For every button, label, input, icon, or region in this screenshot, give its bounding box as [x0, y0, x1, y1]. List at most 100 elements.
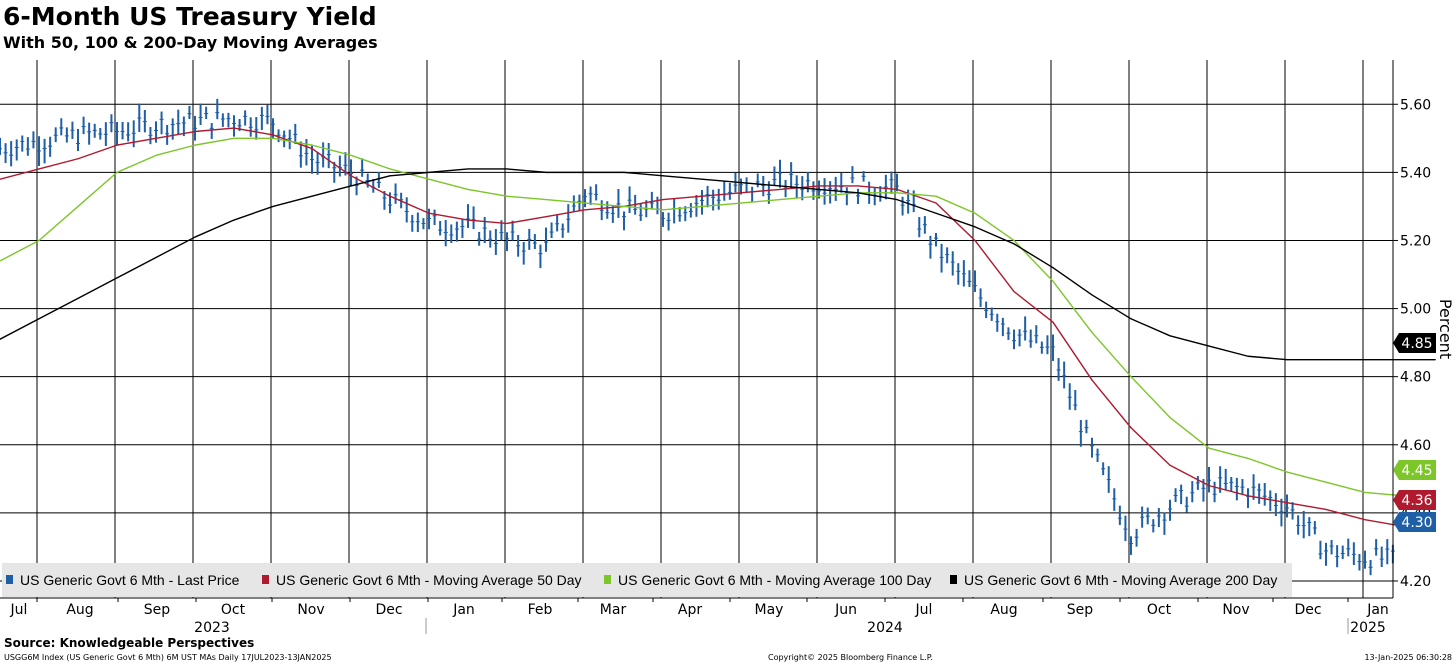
ma50-point: [974, 239, 976, 242]
last-value-tag-label: 4.36: [1401, 493, 1432, 509]
ma200-point: [1247, 355, 1249, 357]
ma50-point: [467, 219, 469, 221]
ma50-point: [584, 209, 586, 211]
ma200-point: [857, 192, 859, 194]
gridlines: [0, 60, 1393, 598]
ma100-point: [506, 195, 508, 197]
ma200-point: [272, 205, 274, 208]
ma100-point: [1169, 416, 1171, 419]
x-tick-label: Feb: [528, 602, 553, 618]
ma50-point: [779, 188, 781, 190]
ma200-point: [389, 175, 391, 177]
ma200-point: [155, 256, 157, 259]
ma50-point: [428, 212, 430, 214]
y-tick-label: 4.60: [1400, 438, 1431, 454]
ma200-point: [0, 338, 1, 340]
ma200-point: [1208, 345, 1210, 347]
ma100-point: [1247, 457, 1249, 459]
x-tick-label: Aug: [990, 602, 1017, 618]
ma200-point: [194, 236, 196, 238]
ma100-point: [0, 260, 1, 262]
last-value-tag: [1393, 333, 1436, 353]
ma100-point: [1052, 280, 1054, 282]
ma50-point: [857, 185, 859, 187]
x-tick-label: Nov: [297, 602, 324, 618]
ma100-point: [116, 171, 118, 173]
ma200-point: [38, 318, 40, 320]
y-axis-title: Percent: [1436, 299, 1455, 359]
ma100-point: [1091, 331, 1093, 334]
legend-entry: US Generic Govt 6 Mth - Moving Average 2…: [964, 572, 1277, 588]
ma100-point: [350, 154, 352, 156]
legend-entry: US Generic Govt 6 Mth - Moving Average 1…: [618, 572, 931, 588]
ma50-point: [506, 222, 508, 225]
x-tick-label: Oct: [1147, 602, 1172, 618]
year-label: 2023: [194, 620, 230, 636]
ma100-point: [194, 144, 196, 146]
x-tick-label: Sep: [144, 602, 171, 618]
ma50-point: [701, 195, 703, 197]
legend-entry: US Generic Govt 6 Mth - Moving Average 5…: [276, 572, 582, 588]
ma100-point: [701, 205, 703, 208]
ma100-point: [818, 195, 820, 197]
ma50-line: [0, 127, 1436, 528]
y-tick-label: 5.60: [1400, 97, 1431, 113]
ma100-point: [1364, 491, 1366, 494]
ma50-point: [1091, 379, 1093, 381]
x-tick-label: Jul: [10, 602, 28, 618]
ma200-point: [1364, 359, 1366, 361]
ma50-point: [1130, 427, 1132, 429]
x-tick-label: Jun: [834, 602, 857, 618]
chart-subtitle: With 50, 100 & 200-Day Moving Averages: [3, 33, 378, 52]
ma200-point: [623, 171, 625, 173]
legend-swatch: [604, 575, 611, 584]
x-tick-label: Dec: [375, 602, 402, 618]
ma50-point: [155, 137, 157, 139]
y-tick-label: 4.80: [1400, 370, 1431, 386]
x-tick-label: Dec: [1294, 602, 1321, 618]
ma100-point: [779, 199, 781, 201]
ma50-point: [194, 130, 196, 133]
ma200-point: [350, 185, 352, 187]
ma200-point: [311, 195, 313, 197]
ma50-point: [233, 127, 235, 129]
ma100-point: [662, 209, 664, 211]
ma50-point: [272, 134, 274, 136]
ma50-point: [1286, 502, 1288, 504]
ma50-point: [0, 178, 1, 180]
ma100-point: [467, 188, 469, 190]
ma200-point: [779, 185, 781, 187]
source-note: Source: Knowledgeable Perspectives: [4, 636, 255, 650]
x-tick-label: Nov: [1222, 602, 1249, 618]
year-label: 2025: [1350, 620, 1386, 636]
ma50-point: [1013, 290, 1015, 293]
ma50-point: [662, 199, 664, 201]
ma50-point: [1247, 495, 1249, 497]
legend: US Generic Govt 6 Mth - Last Price US Gen…: [2, 563, 1292, 597]
ma200-point: [1169, 335, 1171, 337]
ma100-point: [1286, 471, 1288, 473]
ma50-point: [545, 216, 547, 218]
legend-swatch: [950, 575, 957, 584]
ma100-line: [0, 137, 1436, 497]
ma50-point: [311, 147, 313, 150]
ma100-point: [38, 239, 40, 242]
ma50-point: [1052, 321, 1054, 323]
ma50-point: [1208, 485, 1210, 487]
ma200-point: [1286, 359, 1288, 361]
ma100-point: [623, 205, 625, 208]
last-value-tag-label: 4.30: [1401, 515, 1432, 531]
y-tick-label: 5.00: [1400, 302, 1431, 318]
ma100-point: [1130, 376, 1132, 378]
ma200-point: [1091, 294, 1093, 296]
ma100-point: [155, 154, 157, 156]
ma200-point: [428, 171, 430, 173]
ma200-point: [545, 171, 547, 173]
y-tick-label: 5.40: [1400, 165, 1431, 181]
ma100-point: [545, 199, 547, 201]
ma100-point: [584, 202, 586, 204]
last-value-tag: [1393, 490, 1436, 510]
last-value-tag-label: 4.85: [1401, 336, 1432, 352]
ma100-point: [1325, 481, 1327, 483]
ma200-point: [467, 168, 469, 170]
